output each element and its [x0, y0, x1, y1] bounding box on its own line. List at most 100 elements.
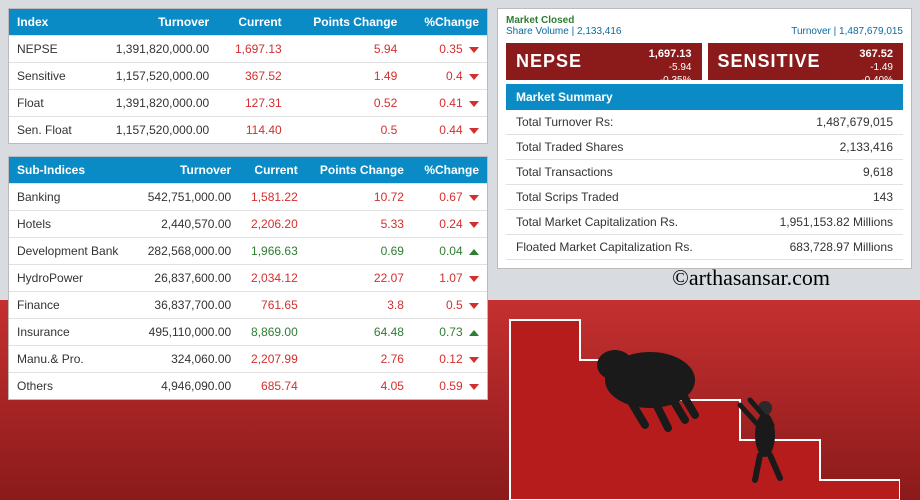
- column-header: Sub-Indices: [9, 157, 134, 184]
- summary-header: Market Summary: [506, 84, 903, 110]
- table-row: Others4,946,090.00685.744.050.59: [9, 373, 487, 400]
- down-arrow-icon: [469, 47, 479, 53]
- summary-value: 143: [873, 190, 893, 204]
- index-name: Others: [9, 373, 134, 400]
- column-header: Current: [239, 157, 306, 184]
- down-arrow-icon: [469, 357, 479, 363]
- current-cell: 2,207.99: [239, 346, 306, 373]
- turnover-cell: 26,837,600.00: [134, 265, 240, 292]
- current-cell: 8,869.00: [239, 319, 306, 346]
- left-panel: IndexTurnoverCurrentPoints Change%Change…: [8, 8, 488, 412]
- summary-label: Total Market Capitalization Rs.: [516, 215, 678, 229]
- turnover-cell: 1,391,820,000.00: [91, 36, 217, 63]
- sub-indices-table: Sub-IndicesTurnoverCurrentPoints Change%…: [8, 156, 488, 400]
- column-header: Points Change: [290, 9, 406, 36]
- down-arrow-icon: [469, 222, 479, 228]
- current-cell: 114.40: [217, 117, 289, 144]
- card-value: 1,697.13: [649, 48, 692, 60]
- points-change-cell: 0.52: [290, 90, 406, 117]
- pct-change-cell: 0.24: [412, 211, 487, 238]
- points-change-cell: 5.33: [306, 211, 412, 238]
- summary-label: Total Turnover Rs:: [516, 115, 613, 129]
- share-volume-value: 2,133,416: [577, 26, 622, 37]
- points-change-cell: 10.72: [306, 184, 412, 211]
- turnover-cell: 1,391,820,000.00: [91, 90, 217, 117]
- turnover-cell: 542,751,000.00: [134, 184, 240, 211]
- table-row: Finance36,837,700.00761.653.80.5: [9, 292, 487, 319]
- column-header: Current: [217, 9, 289, 36]
- table-row: Banking542,751,000.001,581.2210.720.67: [9, 184, 487, 211]
- index-name: Sen. Float: [9, 117, 91, 144]
- card-pct: -0.35%: [660, 75, 692, 86]
- summary-row: Total Traded Shares 2,133,416: [506, 135, 903, 160]
- turnover-cell: 2,440,570.00: [134, 211, 240, 238]
- index-name: Hotels: [9, 211, 134, 238]
- current-cell: 1,966.63: [239, 238, 306, 265]
- summary-row: Total Transactions9,618: [506, 160, 903, 185]
- summary-label: Total Traded Shares: [516, 140, 623, 154]
- index-cards: NEPSE1,697.13-5.94-0.35%SENSITIVE367.52-…: [506, 43, 903, 80]
- turnover-cell: 4,946,090.00: [134, 373, 240, 400]
- index-name: Sensitive: [9, 63, 91, 90]
- index-table: IndexTurnoverCurrentPoints Change%Change…: [8, 8, 488, 144]
- current-cell: 367.52: [217, 63, 289, 90]
- pct-change-cell: 0.44: [405, 117, 487, 144]
- down-arrow-icon: [469, 74, 479, 80]
- column-header: Turnover: [134, 157, 240, 184]
- index-card: NEPSE1,697.13-5.94-0.35%: [506, 43, 702, 80]
- column-header: %Change: [412, 157, 487, 184]
- index-name: Float: [9, 90, 91, 117]
- card-name: NEPSE: [516, 51, 582, 71]
- table-row: Development Bank282,568,000.001,966.630.…: [9, 238, 487, 265]
- points-change-cell: 2.76: [306, 346, 412, 373]
- pct-change-cell: 0.04: [412, 238, 487, 265]
- index-name: Finance: [9, 292, 134, 319]
- summary-row: Floated Market Capitalization Rs.683,728…: [506, 235, 903, 260]
- turnover-label: Turnover |: [791, 26, 836, 37]
- current-cell: 127.31: [217, 90, 289, 117]
- summary-label: Floated Market Capitalization Rs.: [516, 240, 693, 254]
- pct-change-cell: 0.5: [412, 292, 487, 319]
- index-name: HydroPower: [9, 265, 134, 292]
- turnover-cell: 495,110,000.00: [134, 319, 240, 346]
- bear-market-graphic: [500, 280, 900, 500]
- turnover-cell: 36,837,700.00: [134, 292, 240, 319]
- market-status-line: Market Closed Share Volume | 2,133,416 T…: [502, 13, 907, 39]
- down-arrow-icon: [469, 195, 479, 201]
- pct-change-cell: 0.4: [405, 63, 487, 90]
- current-cell: 1,581.22: [239, 184, 306, 211]
- card-change: -1.49: [870, 62, 893, 73]
- right-panel: Market Closed Share Volume | 2,133,416 T…: [497, 8, 912, 269]
- summary-row: Total Market Capitalization Rs. 1,951,153…: [506, 210, 903, 235]
- points-change-cell: 4.05: [306, 373, 412, 400]
- index-name: NEPSE: [9, 36, 91, 63]
- summary-value: 2,133,416: [840, 140, 893, 154]
- pct-change-cell: 0.67: [412, 184, 487, 211]
- summary-value: 1,951,153.82 Millions: [780, 215, 893, 229]
- down-arrow-icon: [469, 384, 479, 390]
- current-cell: 1,697.13: [217, 36, 289, 63]
- summary-row: Total Turnover Rs:1,487,679,015: [506, 110, 903, 135]
- column-header: Index: [9, 9, 91, 36]
- column-header: Points Change: [306, 157, 412, 184]
- card-pct: -0.40%: [861, 75, 893, 86]
- points-change-cell: 1.49: [290, 63, 406, 90]
- table-row: Hotels2,440,570.002,206.205.330.24: [9, 211, 487, 238]
- summary-row: Total Scrips Traded 143: [506, 185, 903, 210]
- turnover-cell: 324,060.00: [134, 346, 240, 373]
- index-name: Banking: [9, 184, 134, 211]
- up-arrow-icon: [469, 249, 479, 255]
- index-name: Development Bank: [9, 238, 134, 265]
- column-header: Turnover: [91, 9, 217, 36]
- turnover-cell: 1,157,520,000.00: [91, 63, 217, 90]
- current-cell: 685.74: [239, 373, 306, 400]
- pct-change-cell: 0.41: [405, 90, 487, 117]
- down-arrow-icon: [469, 303, 479, 309]
- summary-label: Total Scrips Traded: [516, 190, 619, 204]
- current-cell: 2,034.12: [239, 265, 306, 292]
- table-row: HydroPower26,837,600.002,034.1222.071.07: [9, 265, 487, 292]
- pct-change-cell: 0.73: [412, 319, 487, 346]
- points-change-cell: 3.8: [306, 292, 412, 319]
- market-closed-label: Market Closed: [506, 15, 574, 26]
- index-card: SENSITIVE367.52-1.49-0.40%: [708, 43, 904, 80]
